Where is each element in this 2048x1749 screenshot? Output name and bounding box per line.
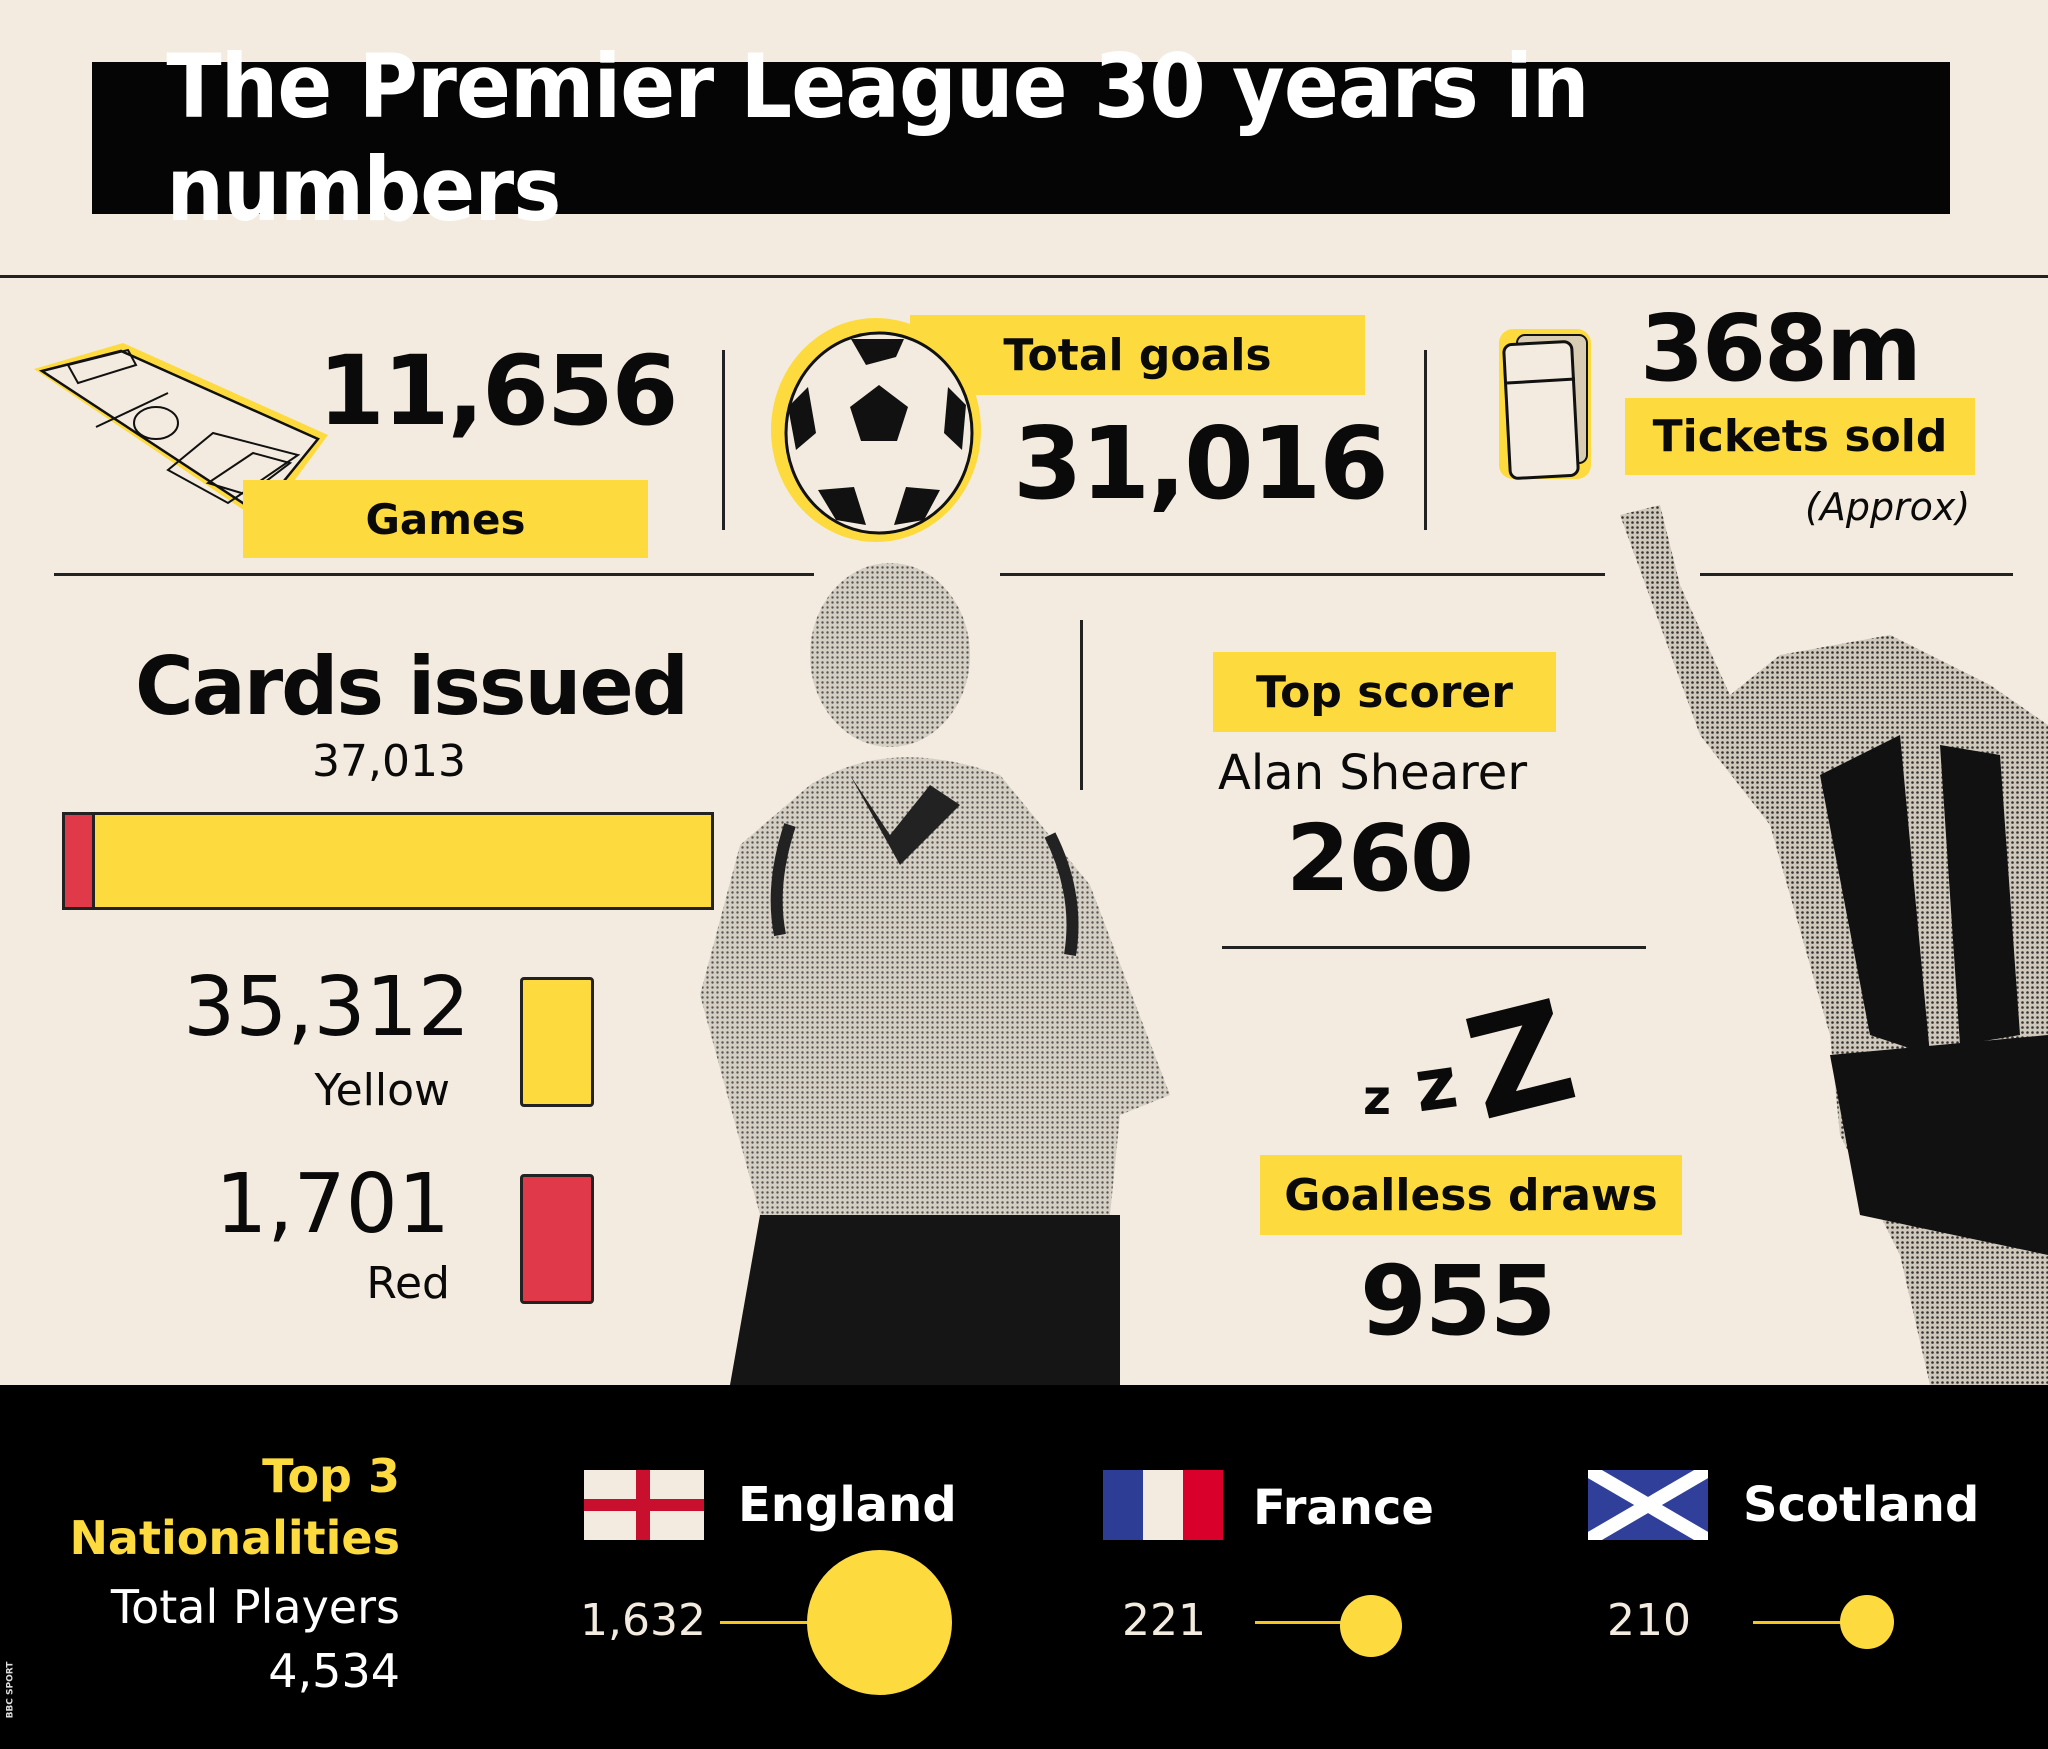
yellow-cards-value: 35,312 (183, 960, 470, 1055)
nationalities-panel: Top 3 Nationalities Total Players 4,534 … (0, 1385, 2048, 1749)
total-players: Total Players 4,534 (0, 1575, 400, 1703)
shearer-photo (1600, 495, 2048, 1385)
red-card-icon (520, 1174, 594, 1304)
scotland-flag-icon (1588, 1470, 1708, 1540)
divider (1080, 620, 1083, 790)
country-england: England (738, 1477, 957, 1533)
scotland-bubble (1840, 1595, 1894, 1649)
goals-value: 31,016 (1013, 405, 1389, 522)
divider (54, 573, 814, 576)
england-bubble (807, 1550, 952, 1695)
page-title: The Premier League 30 years in numbers (166, 35, 1589, 241)
tickets-note: (Approx) (1805, 485, 1971, 529)
total-players-value: 4,534 (268, 1644, 400, 1698)
divider (1222, 946, 1646, 949)
games-label: Games (243, 480, 648, 558)
yellow-bar-segment (95, 815, 711, 907)
france-players: 221 (1122, 1595, 1206, 1646)
referee-photo (700, 555, 1180, 1385)
games-stat: 11,656 Games (28, 335, 678, 558)
nationalities-title: Top 3 Nationalities (69, 1449, 400, 1565)
country-france: France (1253, 1480, 1434, 1536)
cards-title: Cards issued (135, 640, 689, 733)
total-players-label: Total Players (110, 1580, 400, 1634)
england-flag-icon (584, 1470, 704, 1540)
france-bubble (1340, 1595, 1402, 1657)
red-cards-value: 1,701 (215, 1157, 450, 1252)
divider (1000, 573, 1605, 576)
tickets-label: Tickets sold (1625, 398, 1975, 475)
england-players: 1,632 (580, 1595, 706, 1646)
tickets-stat: 368m Tickets sold (Approx) (1495, 295, 1995, 535)
france-stem (1255, 1621, 1345, 1624)
divider (1700, 573, 2013, 576)
divider (0, 275, 2048, 278)
red-cards-label: Red (366, 1258, 450, 1309)
football-icon (771, 318, 981, 542)
bbc-sport-credit: BBC SPORT (5, 1661, 16, 1719)
games-value: 11,656 (318, 335, 678, 447)
goalless-value: 955 (1360, 1245, 1556, 1357)
top-scorer-goals: 260 (1286, 805, 1474, 912)
goals-label: Total goals (1003, 329, 1272, 381)
goalless-label: Goalless draws (1260, 1155, 1682, 1235)
title-banner: The Premier League 30 years in numbers (92, 35, 1950, 241)
top-scorer-label: Top scorer (1213, 652, 1556, 732)
divider (722, 350, 725, 530)
divider (1424, 350, 1427, 530)
scotland-players: 210 (1607, 1595, 1691, 1646)
ticket-icon (1499, 329, 1591, 480)
scotland-stem (1753, 1621, 1845, 1624)
cards-stacked-bar (62, 812, 714, 910)
yellow-cards-label: Yellow (314, 1065, 450, 1116)
goals-label-bg (910, 315, 1365, 395)
sleep-zzz-icon: z z Z (1363, 970, 1590, 1153)
england-stem (720, 1621, 820, 1624)
red-bar-segment (65, 815, 95, 907)
top-scorer-name: Alan Shearer (1218, 745, 1528, 801)
tickets-value: 368m (1640, 295, 1922, 402)
football-pitch-icon (34, 343, 328, 523)
country-scotland: Scotland (1743, 1477, 1980, 1533)
france-flag-icon (1103, 1470, 1223, 1540)
cards-total: 37,013 (312, 736, 466, 787)
goals-stat: Total goals 31,016 (760, 305, 1389, 545)
yellow-card-icon (520, 977, 594, 1107)
